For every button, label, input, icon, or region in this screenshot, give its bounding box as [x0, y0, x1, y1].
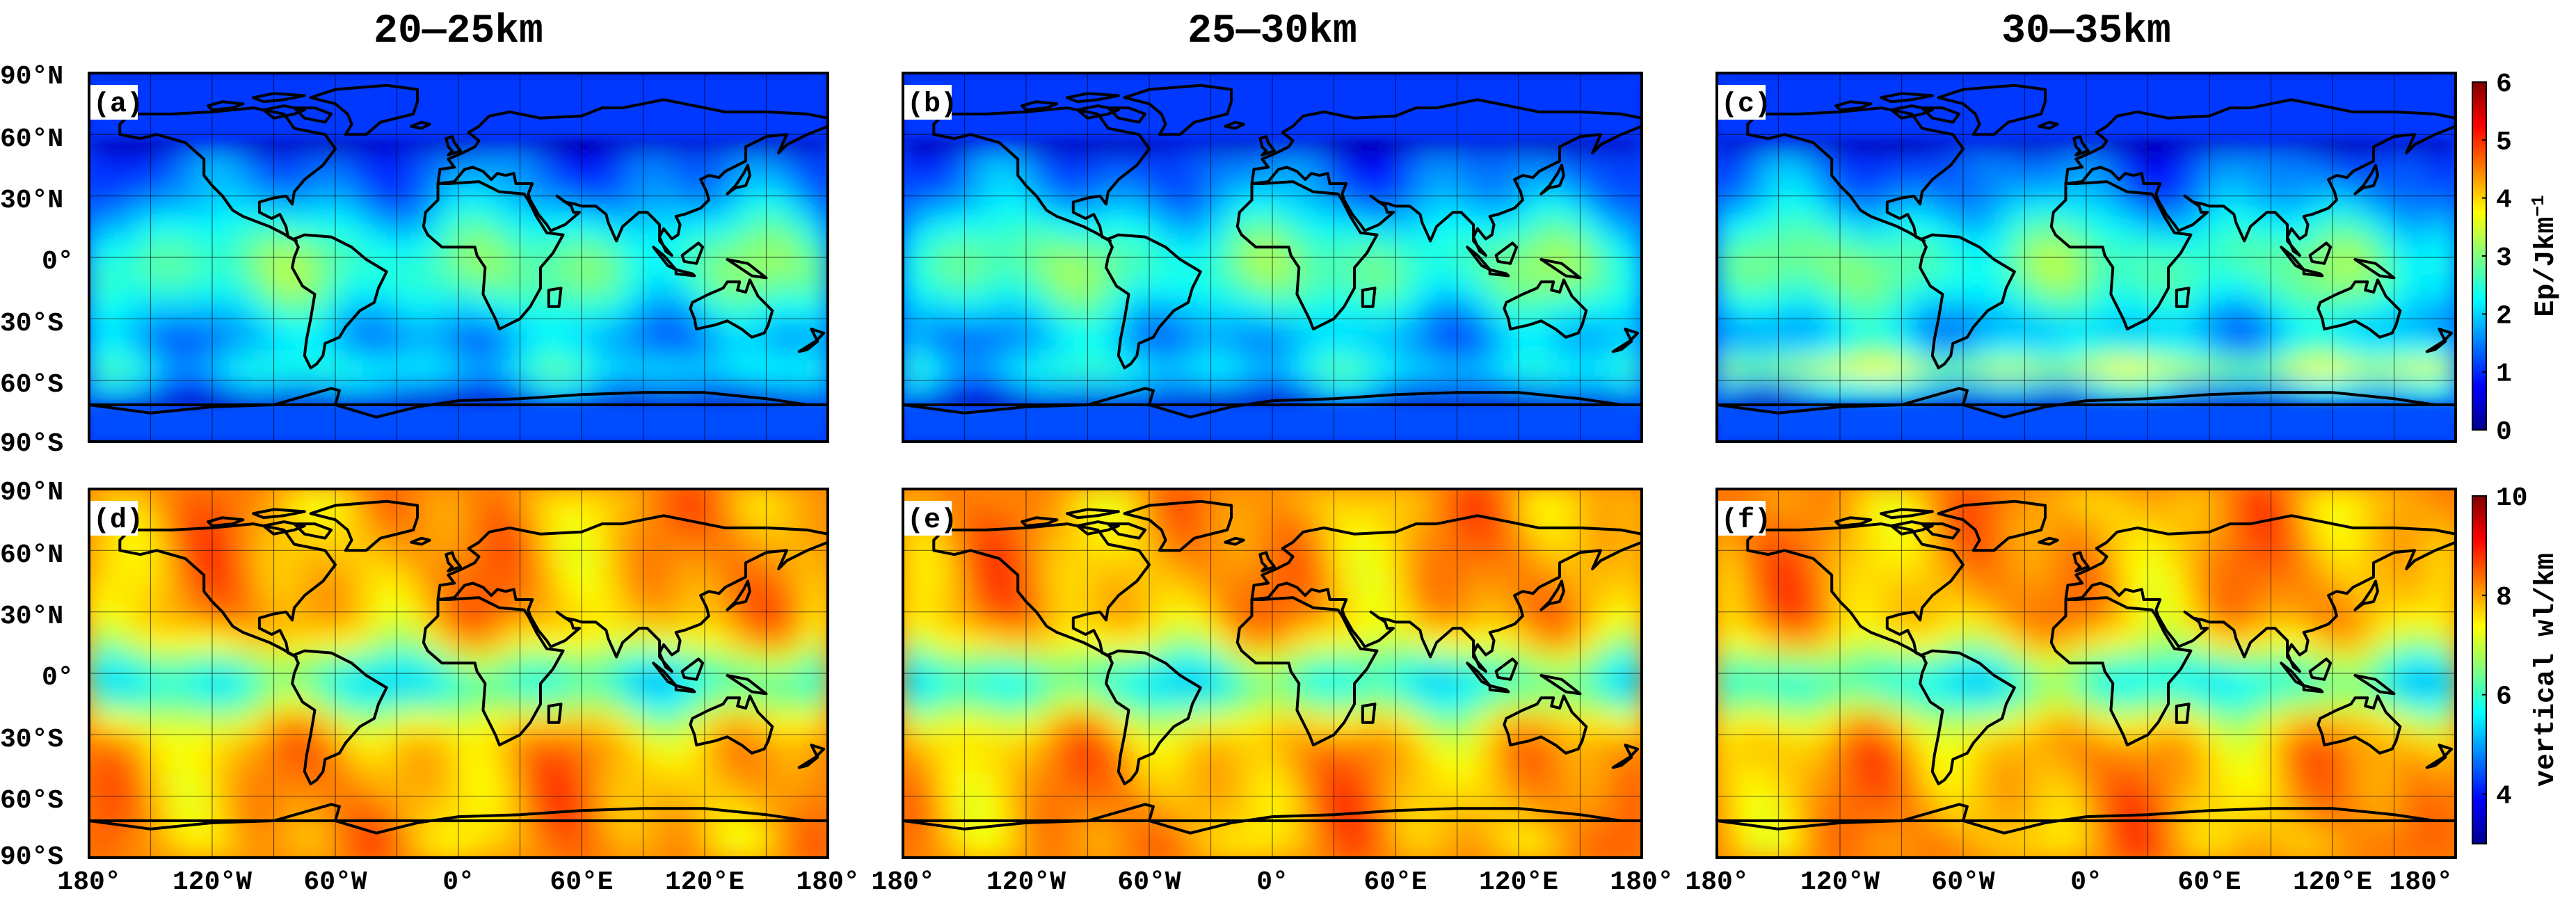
- map-panel-d: (d): [88, 488, 829, 859]
- lat-tick: 30°N: [0, 186, 63, 216]
- colorbar-ep: 0 1 2 3 4 5 6 Ep/Jkm−1: [2472, 70, 2562, 447]
- colorbar-wl-label: vertical wl/km: [2531, 553, 2562, 787]
- lon-tick: 120°W: [986, 867, 1066, 897]
- lon-tick: 60°W: [1931, 867, 1994, 897]
- lon-tick: 120°E: [665, 867, 744, 897]
- lat-tick: 60°N: [0, 540, 63, 570]
- column-title-2: 25—30km: [1187, 9, 1357, 54]
- colorbar-tick-label: 0: [2496, 417, 2512, 447]
- map-panel-a: (a): [88, 72, 829, 443]
- colorbar-tick-label: 5: [2496, 127, 2512, 157]
- lon-tick: 180°: [871, 867, 934, 897]
- lat-tick: 0°: [42, 663, 74, 693]
- colorbar-ep-ticks: 0 1 2 3 4 5 6: [2482, 70, 2512, 447]
- lon-tick: 180°: [796, 867, 859, 897]
- lat-tick: 0°: [42, 247, 74, 277]
- lon-tick: 60°E: [550, 867, 613, 897]
- lon-tick: 120°E: [1479, 867, 1558, 897]
- panel-label-d: (d): [93, 505, 143, 536]
- lon-tick: 120°W: [173, 867, 252, 897]
- lat-tick: 90°N: [0, 62, 63, 92]
- colorbar-tick-label: 1: [2496, 360, 2512, 390]
- colorbar-tick-label: 2: [2496, 301, 2512, 331]
- colorbar-ep-label: Ep/Jkm−1: [2528, 195, 2562, 316]
- lon-tick: 0°: [442, 867, 474, 897]
- column-title-1: 20—25km: [374, 9, 543, 54]
- lon-tick: 180°: [1610, 867, 1673, 897]
- colorbar-tick-label: 4: [2496, 782, 2512, 812]
- lon-tick: 180°: [1685, 867, 1748, 897]
- lat-axis-top: 90°N 60°N 30°N 0° 30°S 60°S 90°S: [0, 62, 74, 459]
- lon-tick: 120°W: [1800, 867, 1880, 897]
- lon-tick: 60°E: [1363, 867, 1427, 897]
- map-panel-e: (e): [902, 488, 1643, 859]
- lon-axis-1: 180° 120°W 60°W 0° 60°E 120°E 180°: [57, 867, 859, 897]
- lat-tick: 90°S: [0, 429, 63, 459]
- colorbar-tick-label: 8: [2496, 583, 2512, 613]
- lon-tick: 60°W: [1117, 867, 1181, 897]
- colorbar-wl-ticks: 4 6 8 10: [2482, 483, 2528, 812]
- colorbar-tick-label: 3: [2496, 243, 2512, 273]
- panel-label-b: (b): [907, 89, 957, 120]
- lon-tick: 120°E: [2293, 867, 2372, 897]
- column-title-3: 30—35km: [2001, 9, 2171, 54]
- lon-tick: 60°W: [303, 867, 367, 897]
- lon-tick: 0°: [1256, 867, 1288, 897]
- lon-tick: 60°E: [2177, 867, 2241, 897]
- colorbar-wl: 4 6 8 10 vertical wl/km: [2472, 483, 2562, 844]
- lat-tick: 30°N: [0, 602, 63, 632]
- map-panel-b: (b): [902, 72, 1643, 443]
- panel-label-c: (c): [1721, 89, 1771, 120]
- colorbar-tick-label: 6: [2496, 70, 2512, 99]
- lat-tick: 60°S: [0, 370, 63, 400]
- lat-tick: 90°S: [0, 842, 63, 872]
- lat-tick: 60°S: [0, 786, 63, 816]
- colorbar-tick-label: 4: [2496, 186, 2512, 216]
- colorbar-tick-label: 6: [2496, 682, 2512, 712]
- lon-tick: 180°: [2389, 867, 2452, 897]
- lat-axis-bottom: 90°N 60°N 30°N 0° 30°S 60°S 90°S: [0, 478, 74, 872]
- map-panel-f: (f): [1715, 488, 2457, 859]
- panel-label-a: (a): [93, 89, 143, 120]
- lat-tick: 60°N: [0, 125, 63, 154]
- lon-tick: 0°: [2070, 867, 2102, 897]
- lat-tick: 30°S: [0, 309, 63, 339]
- colorbar-tick-label: 10: [2496, 483, 2528, 513]
- lat-tick: 90°N: [0, 478, 63, 508]
- lon-axis-2: 180° 120°W 60°W 0° 60°E 120°E 180°: [871, 867, 1673, 897]
- colorbar-wl-ramp: [2472, 495, 2487, 844]
- lat-tick: 30°S: [0, 725, 63, 755]
- map-panel-c: (c): [1715, 72, 2457, 443]
- lon-axis-3: 180° 120°W 60°W 0° 60°E 120°E 180°: [1685, 867, 2452, 897]
- panel-label-f: (f): [1721, 505, 1771, 536]
- lon-tick: 180°: [57, 867, 120, 897]
- panel-label-e: (e): [907, 505, 957, 536]
